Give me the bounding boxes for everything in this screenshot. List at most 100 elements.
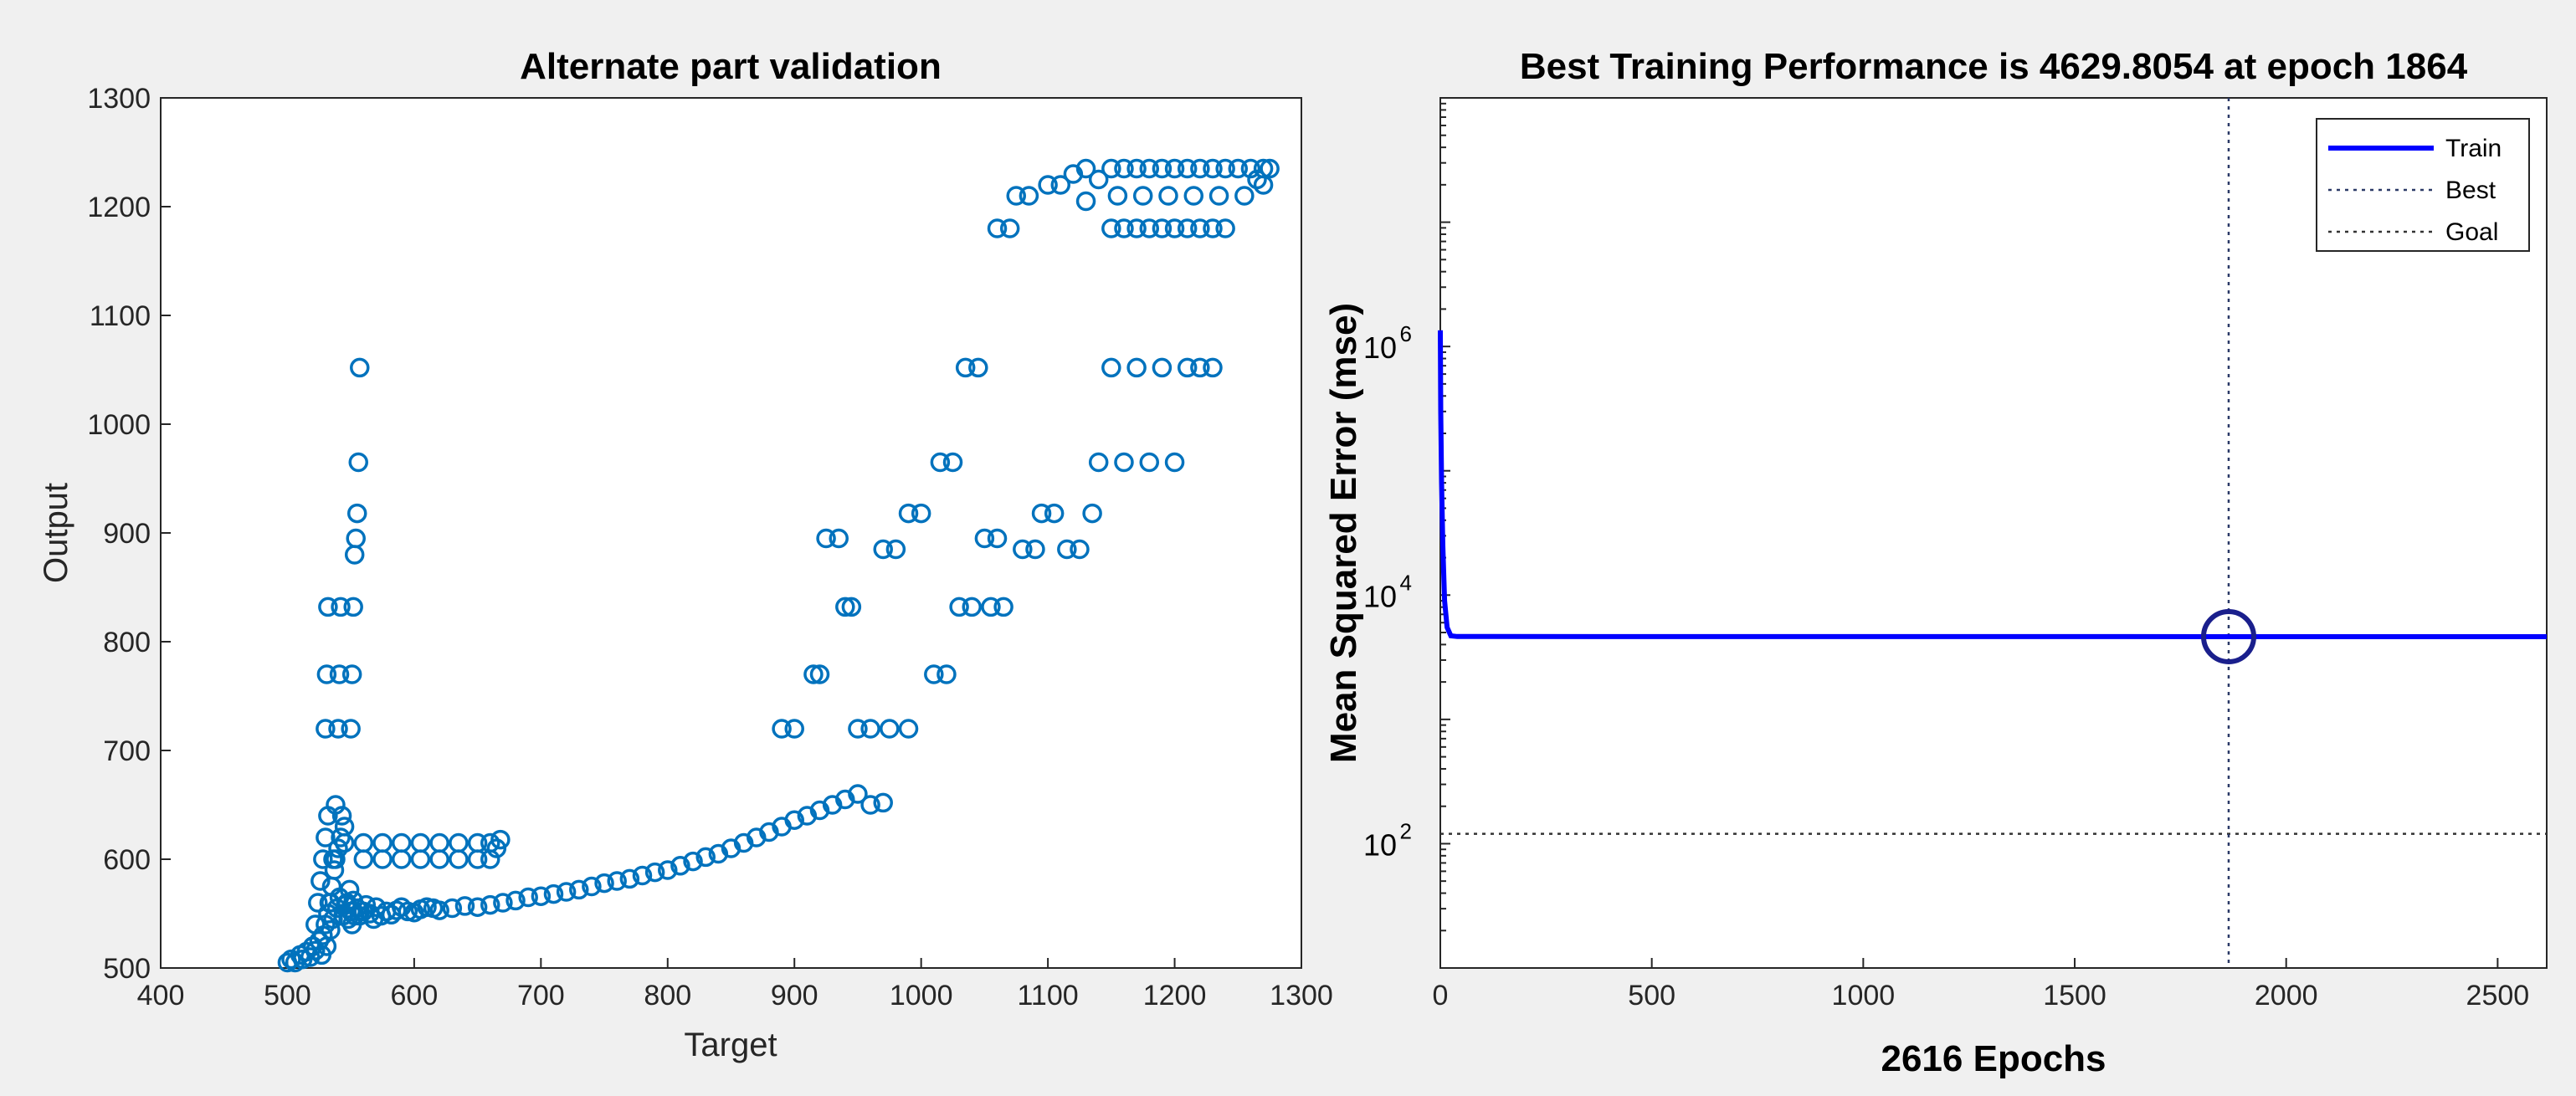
scatter-point	[1025, 539, 1045, 560]
left-chart-title: Alternate part validation	[520, 46, 942, 87]
scatter-point	[543, 883, 564, 904]
scatter-point	[841, 597, 862, 617]
scatter-point	[898, 503, 919, 524]
scatter-point	[816, 528, 836, 549]
scatter-point	[1126, 218, 1147, 238]
scatter-point	[316, 827, 336, 848]
right-y-tick-label-base: 10	[1363, 330, 1397, 365]
scatter-point	[328, 719, 348, 739]
scatter-point	[1101, 357, 1121, 378]
scatter-point	[343, 597, 363, 617]
scatter-point	[1215, 158, 1235, 179]
right-x-tick-label: 0	[1433, 980, 1449, 1011]
scatter-point	[981, 597, 1001, 617]
scatter-point	[531, 886, 552, 906]
right-series-lines	[1438, 98, 2548, 968]
scatter-point	[331, 597, 351, 617]
left-y-tick-label: 700	[103, 735, 151, 767]
left-scatter-plot: Alternate part validation Target Output …	[38, 46, 1333, 1063]
scatter-point	[1177, 218, 1198, 238]
scatter-point	[316, 719, 336, 739]
scatter-point	[1107, 186, 1128, 206]
right-chart-title: Best Training Performance is 4629.8054 a…	[1520, 46, 2468, 87]
scatter-point	[339, 879, 360, 900]
left-y-tick-label: 900	[103, 518, 151, 550]
left-y-tick-label: 500	[103, 953, 151, 985]
scatter-point	[1190, 218, 1210, 238]
right-y-tick-label-exponent: 6	[1400, 321, 1412, 346]
scatter-point	[1006, 186, 1026, 206]
scatter-point	[350, 905, 370, 926]
scatter-point	[480, 894, 500, 915]
scatter-point	[880, 719, 900, 739]
scatter-point	[784, 719, 804, 739]
scatter-point	[987, 528, 1008, 549]
train-line	[1438, 330, 2548, 639]
scatter-point	[1132, 186, 1153, 206]
scatter-point	[1139, 158, 1160, 179]
scatter-point	[493, 893, 513, 913]
scatter-point	[449, 849, 469, 869]
scatter-point	[324, 860, 345, 880]
scatter-point	[318, 597, 338, 617]
scatter-point	[784, 810, 804, 830]
scatter-point	[1114, 218, 1134, 238]
right-x-tick-label: 500	[1628, 980, 1675, 1011]
scatter-point	[632, 865, 653, 886]
scatter-point	[350, 357, 370, 378]
scatter-point	[1177, 357, 1198, 378]
legend-goal-label: Goal	[2445, 218, 2498, 246]
scatter-point	[772, 719, 792, 739]
scatter-point	[1164, 218, 1185, 238]
scatter-point	[1031, 503, 1052, 524]
scatter-point	[1139, 452, 1160, 473]
scatter-point	[999, 218, 1020, 238]
scatter-point	[644, 862, 665, 883]
left-x-axis-label: Target	[684, 1027, 777, 1063]
scatter-point	[1177, 158, 1198, 179]
scatter-point	[1208, 186, 1229, 206]
scatter-point	[1126, 357, 1147, 378]
scatter-point	[1203, 218, 1223, 238]
scatter-point	[480, 849, 500, 869]
scatter-point	[924, 664, 944, 684]
scatter-point	[993, 597, 1013, 617]
scatter-point	[353, 849, 374, 869]
left-x-tick-label: 500	[264, 980, 311, 1011]
scatter-point	[1152, 158, 1173, 179]
scatter-point	[607, 871, 627, 891]
scatter-point	[1158, 186, 1178, 206]
scatter-point	[1057, 539, 1077, 560]
scatter-point	[341, 664, 362, 684]
scatter-point	[873, 792, 893, 813]
scatter-point	[1228, 158, 1249, 179]
scatter-point	[1164, 452, 1185, 473]
scatter-point	[619, 868, 640, 889]
scatter-point	[955, 357, 976, 378]
left-y-tick-label: 1200	[87, 192, 151, 223]
scatter-point	[1203, 357, 1223, 378]
left-x-ticks: 400 500 600 700 800 900 1000 1100 1200 1300	[137, 958, 1333, 1011]
scatter-point	[346, 503, 367, 524]
scatter-point	[1183, 186, 1204, 206]
scatter-point	[695, 847, 716, 868]
left-y-tick-label: 1300	[87, 83, 151, 115]
scatter-point	[305, 914, 326, 935]
left-y-tick-label: 600	[103, 844, 151, 876]
right-x-tick-label: 1500	[2043, 980, 2106, 1011]
scatter-point	[1088, 452, 1109, 473]
scatter-point	[949, 597, 969, 617]
scatter-point	[429, 900, 449, 920]
right-performance-plot: Best Training Performance is 4629.8054 a…	[1323, 46, 2548, 1079]
scatter-point	[582, 876, 602, 897]
scatter-point	[968, 357, 988, 378]
scatter-point	[1260, 158, 1280, 179]
scatter-point	[1075, 158, 1096, 179]
right-y-tick-label-exponent: 2	[1400, 818, 1412, 843]
legend-train-label: Train	[2445, 135, 2502, 162]
left-x-tick-label: 400	[137, 980, 185, 1011]
scatter-point	[326, 795, 346, 815]
scatter-point	[936, 664, 957, 684]
scatter-point	[1082, 503, 1102, 524]
left-x-tick-label: 1000	[890, 980, 953, 1011]
